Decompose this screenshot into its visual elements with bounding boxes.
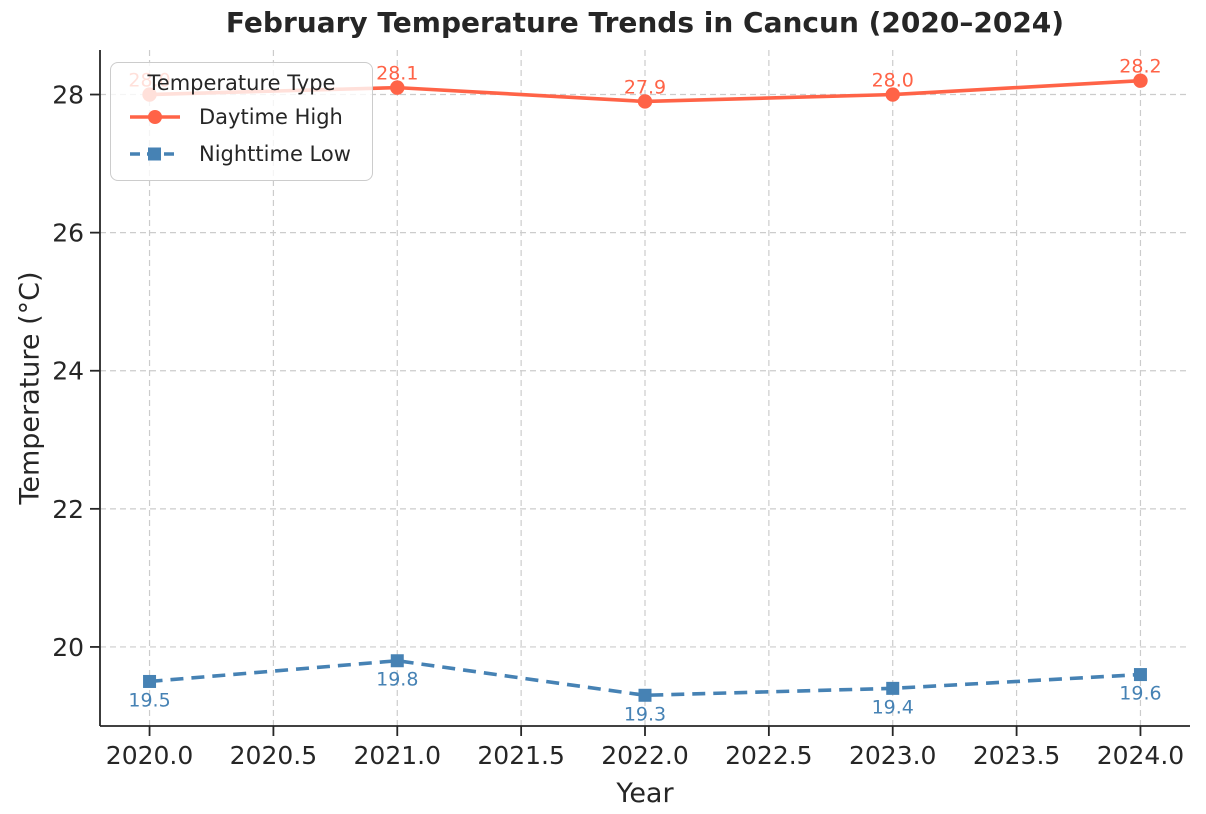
data-point-marker — [390, 80, 405, 95]
x-tick-label: 2020.5 — [230, 741, 317, 770]
data-point-marker — [885, 87, 900, 102]
data-point-label: 28.0 — [872, 70, 914, 92]
x-axis-label: Year — [616, 778, 674, 809]
data-point-label: 28.2 — [1119, 56, 1161, 78]
data-point-marker — [143, 674, 157, 688]
daytime-high-line-sample — [130, 109, 180, 124]
y-axis-label: Temperature (°C) — [14, 271, 46, 505]
data-point-marker — [886, 681, 900, 695]
data-point-label: 19.4 — [872, 696, 914, 718]
data-point-marker — [390, 654, 404, 668]
data-point-marker — [1133, 668, 1147, 682]
data-point-marker — [637, 94, 653, 109]
chart-title: February Temperature Trends in Cancun (2… — [225, 6, 1065, 39]
x-tick-label: 2023.5 — [973, 741, 1060, 770]
nighttime-low-line-sample — [130, 147, 180, 160]
x-tick-label: 2024.0 — [1097, 741, 1184, 770]
series-line-nighttime-low — [149, 658, 1141, 698]
y-tick-label: 20 — [52, 633, 84, 662]
data-point-label: 19.3 — [624, 703, 666, 725]
data-point-label: 28.1 — [376, 63, 418, 85]
x-tick-label: 2021.0 — [354, 741, 441, 770]
legend-label-daytime-high: Daytime High — [199, 104, 343, 129]
y-tick-label: 26 — [52, 219, 84, 248]
x-tick-label: 2023.0 — [849, 741, 936, 770]
legend-item-daytime-high: Daytime High — [121, 98, 362, 135]
legend-label-nighttime-low: Nighttime Low — [199, 141, 351, 166]
legend-title: Temperature Type — [147, 71, 336, 95]
data-point-label: 19.5 — [128, 689, 170, 711]
data-point-label: 19.6 — [1119, 683, 1161, 705]
x-tick-label: 2022.0 — [601, 741, 688, 770]
x-tick-label: 2022.5 — [725, 741, 812, 770]
x-tick-label: 2020.0 — [106, 741, 193, 770]
x-tick-label: 2021.5 — [477, 741, 564, 770]
legend-item-nighttime-low: Nighttime Low — [121, 135, 362, 172]
data-point-marker — [1133, 73, 1148, 88]
legend: Temperature Type Daytime High Nighttime … — [110, 62, 373, 181]
y-tick-label: 22 — [52, 495, 84, 524]
data-point-label: 19.8 — [376, 669, 418, 691]
y-tick-label: 28 — [52, 81, 84, 110]
data-point-label: 27.9 — [624, 76, 666, 98]
data-point-marker — [638, 688, 652, 702]
y-tick-label: 24 — [52, 357, 84, 386]
